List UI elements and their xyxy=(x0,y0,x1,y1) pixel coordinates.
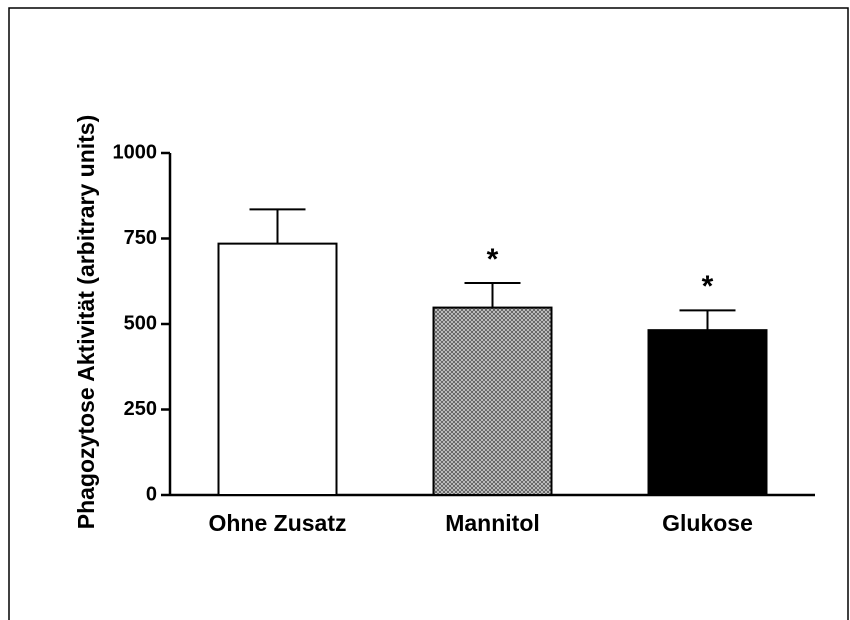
y-tick-label: 500 xyxy=(124,312,157,334)
frame xyxy=(8,7,849,620)
significance-marker: * xyxy=(487,243,499,276)
bar xyxy=(217,242,338,496)
x-tick-label: Mannitol xyxy=(445,510,540,536)
y-tick-label: 0 xyxy=(146,483,157,505)
y-tick-label: 250 xyxy=(124,398,157,420)
bar xyxy=(432,306,553,497)
bar xyxy=(647,329,768,496)
x-tick-label: Glukose xyxy=(662,510,753,536)
y-tick-label: 750 xyxy=(124,227,157,249)
y-axis-label: Phagozytose Aktivität (arbitrary units) xyxy=(73,115,99,530)
significance-marker: * xyxy=(702,270,714,303)
x-tick-label: Ohne Zusatz xyxy=(208,510,346,536)
y-tick-label: 1000 xyxy=(113,141,158,163)
